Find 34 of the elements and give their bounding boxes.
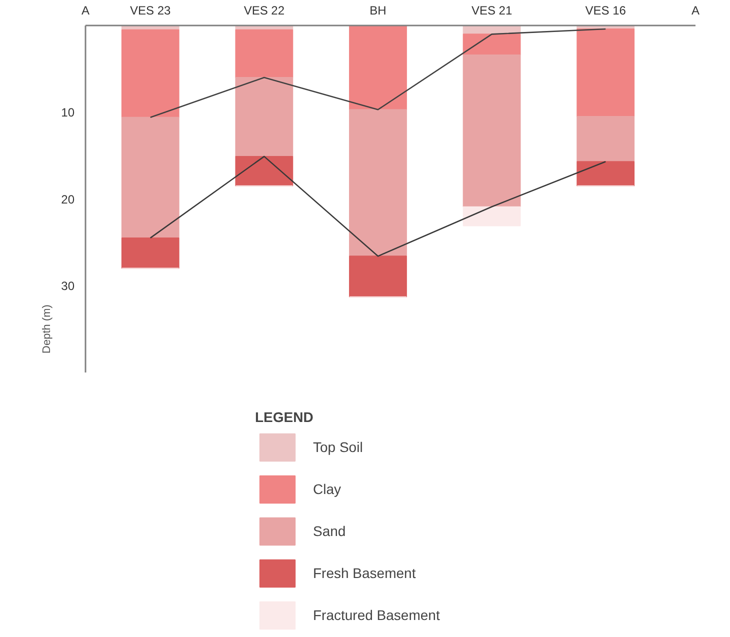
legend-label: Sand [313,523,346,539]
bar [349,256,407,298]
legend-title: LEGEND [255,409,314,425]
line-series [150,156,606,257]
x-tick-label: BH [370,4,386,18]
bar [462,34,521,56]
bar [576,28,635,118]
bar [121,29,180,118]
legend-label: Clay [313,481,342,497]
y-tick-label: 10 [61,106,75,120]
bar [121,116,180,238]
bar [576,161,635,186]
bar [121,237,180,269]
bar [576,116,635,162]
line-series [150,28,606,118]
x-tick-label: VES 23 [130,4,172,18]
y-axis-title: Depth (m) [41,304,54,354]
x-tick-label: VES 16 [585,4,626,18]
bar [349,26,407,110]
legend-label: Top Soil [313,439,363,455]
text: A [82,4,90,18]
bar [462,54,521,208]
text: A [692,4,700,18]
bar [349,109,407,257]
y-tick-label: 30 [61,279,75,294]
x-tick-label: VES 22 [244,4,285,18]
bar [235,77,294,157]
bar [235,156,294,186]
legend-label: Fractured Basement [313,607,440,623]
bar [462,206,521,226]
bar [235,29,294,78]
y-tick-label: 20 [61,192,75,206]
x-tick-label: VES 21 [471,4,512,18]
legend-label: Fresh Basement [313,565,416,581]
